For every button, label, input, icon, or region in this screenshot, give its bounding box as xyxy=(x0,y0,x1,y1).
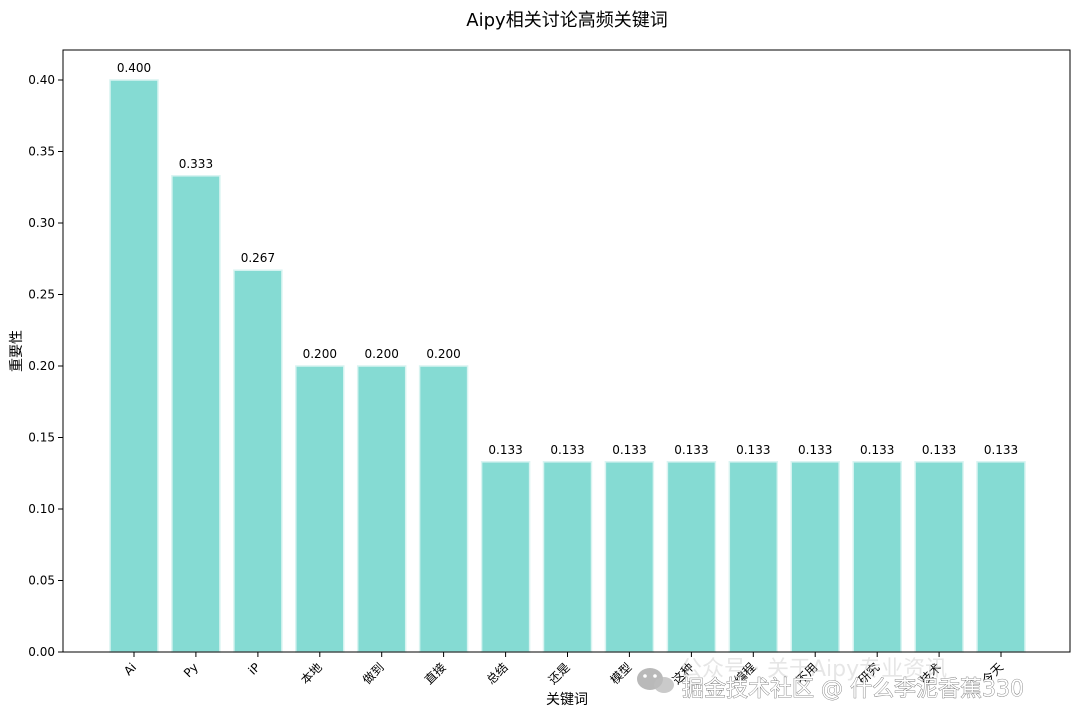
bar-value-label-1: 0.333 xyxy=(179,157,213,171)
bar-value-label-11: 0.133 xyxy=(798,443,832,457)
bar-value-label-0: 0.400 xyxy=(117,61,151,75)
bar-value-label-5: 0.200 xyxy=(426,347,460,361)
bar-value-label-6: 0.133 xyxy=(488,443,522,457)
bar-5 xyxy=(418,365,469,653)
bar-value-label-8: 0.133 xyxy=(612,443,646,457)
bar-9 xyxy=(666,461,717,653)
bar-value-label-14: 0.133 xyxy=(984,443,1018,457)
x-axis-title: 关键词 xyxy=(546,692,588,708)
bar-4 xyxy=(356,365,407,653)
x-tick-label-1: Py xyxy=(181,660,201,680)
bars-group xyxy=(109,79,1026,653)
bar-11 xyxy=(790,461,840,653)
y-tick-label-1: 0.05 xyxy=(28,574,55,588)
x-tick-label-8: 模型 xyxy=(608,660,635,687)
bar-10 xyxy=(728,461,779,653)
bar-value-label-13: 0.133 xyxy=(922,443,956,457)
wechat-icon xyxy=(637,668,674,693)
x-tick-label-7: 还是 xyxy=(546,660,573,687)
watermark-line1: 公众号 · 关于Aipy专业资讯 xyxy=(680,657,947,682)
bar-12 xyxy=(852,461,902,653)
bar-value-label-4: 0.200 xyxy=(365,347,399,361)
y-tick-label-5: 0.25 xyxy=(28,288,55,302)
y-axis-title: 重要性 xyxy=(9,330,25,372)
x-tick-label-6: 总结 xyxy=(484,660,511,687)
plot-frame xyxy=(62,49,1071,653)
bar-1 xyxy=(171,175,221,653)
bar-value-label-12: 0.133 xyxy=(860,443,894,457)
y-tick-label-8: 0.40 xyxy=(28,73,55,87)
bar-8 xyxy=(604,461,655,653)
y-axis: 0.00 0.05 0.10 0.15 0.20 0.25 0.30 0.35 0.40 xyxy=(28,73,63,659)
bar-2 xyxy=(233,269,283,653)
bar-13 xyxy=(914,461,964,653)
x-tick-label-5: 直接 xyxy=(421,660,449,688)
x-tick-label-2: iP xyxy=(246,660,263,677)
y-tick-label-6: 0.30 xyxy=(28,216,55,230)
bar-0 xyxy=(109,79,159,653)
y-tick-label-2: 0.10 xyxy=(28,502,55,516)
bar-labels-group: 0.400 0.333 0.267 0.200 0.200 0.200 0.133 0.133… xyxy=(117,61,1018,457)
bar-value-label-9: 0.133 xyxy=(674,443,708,457)
watermark: 公众号 · 关于Aipy专业资讯 掘金技术社区 @ 什么李泥香蕉330 xyxy=(637,657,1024,702)
y-tick-label-0: 0.00 xyxy=(28,645,55,659)
bar-6 xyxy=(480,461,531,653)
x-tick-label-4: 做到 xyxy=(359,660,387,688)
bar-value-label-3: 0.200 xyxy=(303,347,337,361)
bar-7 xyxy=(542,461,593,653)
bar-value-label-7: 0.133 xyxy=(550,443,584,457)
y-tick-label-3: 0.15 xyxy=(28,431,55,445)
x-tick-label-3: 本地 xyxy=(298,660,325,687)
bar-value-label-10: 0.133 xyxy=(736,443,770,457)
chart-title: Aipy相关讨论高频关键词 xyxy=(466,10,667,31)
watermark-line2: 掘金技术社区 @ 什么李泥香蕉330 xyxy=(682,677,1024,702)
x-tick-label-0: Ai xyxy=(121,660,139,678)
y-tick-label-7: 0.35 xyxy=(28,145,55,159)
bar-14 xyxy=(976,461,1026,653)
bar-value-label-2: 0.267 xyxy=(241,251,275,265)
bar-3 xyxy=(295,365,345,653)
y-tick-label-4: 0.20 xyxy=(28,359,55,373)
